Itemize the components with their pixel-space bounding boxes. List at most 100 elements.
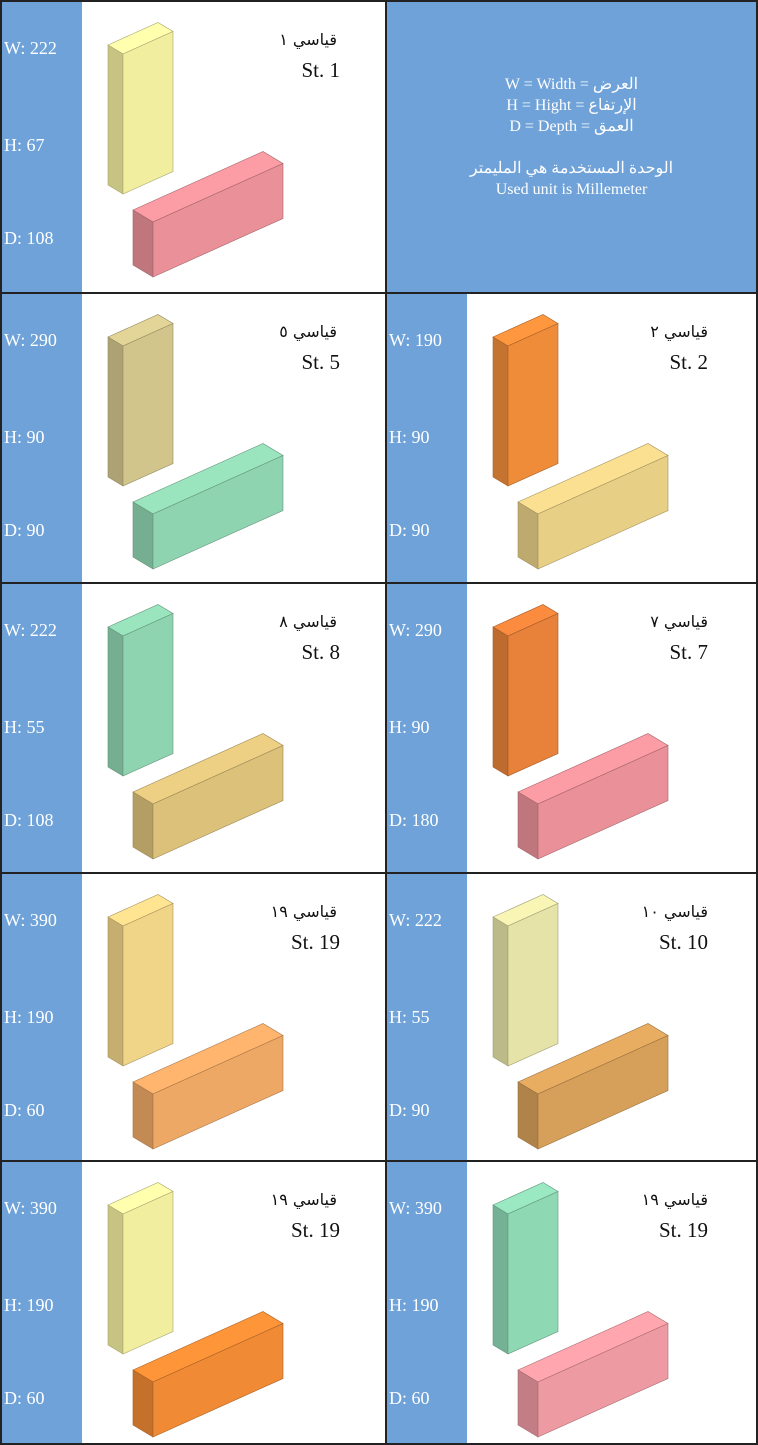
unit-note-english: Used unit is Millemeter (495, 181, 648, 198)
standard-name-english: St. 7 (669, 640, 708, 664)
standard-name-english: St. 2 (669, 350, 708, 374)
brick-illustration (107, 314, 284, 570)
upright-brick (107, 314, 174, 487)
depth-value: D: 90 (389, 520, 430, 540)
front-face (507, 1191, 559, 1355)
unit-note-arabic: الوحدة المستخدمة هي المليمتر (469, 160, 674, 177)
front-face (152, 745, 284, 860)
width-value: W: 290 (389, 620, 442, 640)
side-face (107, 336, 124, 487)
height-value: H: 90 (389, 427, 430, 447)
side-face (492, 336, 509, 487)
brick-illustration (107, 1182, 284, 1438)
front-face (122, 903, 174, 1067)
standard-name-english: St. 19 (658, 1218, 708, 1242)
flat-brick (517, 1311, 669, 1438)
side-face (107, 626, 124, 777)
dimension-strip: W: 390 H: 190 D: 60 (385, 1160, 467, 1445)
depth-value: D: 60 (389, 1388, 430, 1408)
upright-brick (107, 604, 174, 777)
standard-name-english: St. 19 (290, 930, 340, 954)
standard-name-arabic: قياسي ٢ (650, 322, 708, 341)
side-face (107, 44, 124, 195)
width-value: W: 222 (4, 38, 57, 58)
height-value: H: 90 (389, 717, 430, 737)
standard-name-arabic: قياسي ١٩ (641, 1190, 708, 1209)
grid-line (756, 0, 758, 1445)
legend-spacer (385, 137, 758, 158)
brick-illustration (107, 604, 284, 860)
front-face (122, 1191, 174, 1355)
brick-card: W: 190 H: 90 D: 90 قياسي ٢ St. 2 (385, 292, 758, 582)
standard-name-arabic: قياسي ٥ (279, 322, 337, 341)
upright-brick (107, 22, 174, 195)
side-face (517, 501, 539, 570)
upright-brick (492, 314, 559, 487)
side-face (517, 791, 539, 860)
brick-card: W: 390 H: 190 D: 60 قياسي ١٩ St. 19 (385, 1160, 758, 1445)
front-face (152, 455, 284, 570)
brick-card: W: 222 H: 67 D: 108 قياسي ١ St. 1 (0, 0, 385, 292)
width-value: W: 390 (4, 1198, 57, 1218)
grid-line (0, 0, 2, 1445)
side-face (132, 1369, 154, 1438)
side-face (517, 1369, 539, 1438)
grid-line (385, 0, 387, 1445)
brick-illustration (107, 894, 284, 1150)
front-face (122, 323, 174, 487)
grid-line (0, 1160, 758, 1162)
upright-brick (492, 604, 559, 777)
brick-card: W: 222 H: 55 D: 90 قياسي ١٠ St. 10 (385, 872, 758, 1160)
front-face (507, 903, 559, 1067)
front-face (537, 455, 669, 570)
height-value: H: 190 (4, 1295, 54, 1315)
side-face (492, 626, 509, 777)
standard-name-arabic: قياسي ٧ (650, 612, 708, 631)
side-face (492, 916, 509, 1067)
height-value: H: 190 (4, 1007, 54, 1027)
standard-name-english: St. 19 (290, 1218, 340, 1242)
legend-panel: W = Width = العرض H = Hight = الإرتفاع D =… (385, 0, 758, 292)
standard-name-arabic: قياسي ١٠ (641, 902, 708, 921)
flat-brick (517, 1023, 669, 1150)
brick-card: W: 290 H: 90 D: 90 قياسي ٥ St. 5 (0, 292, 385, 582)
depth-value: D: 60 (4, 1388, 45, 1408)
dimension-strip: W: 222 H: 55 D: 90 (385, 872, 467, 1160)
brick-card: W: 390 H: 190 D: 60 قياسي ١٩ St. 19 (0, 1160, 385, 1445)
front-face (152, 163, 284, 278)
brick-illustration (492, 894, 669, 1150)
flat-brick (132, 1311, 284, 1438)
grid-line (0, 1443, 758, 1445)
width-value: W: 222 (389, 910, 442, 930)
upright-brick (492, 894, 559, 1067)
brick-illustration (492, 1182, 669, 1438)
front-face (537, 745, 669, 860)
dimension-strip: W: 222 H: 67 D: 108 (0, 0, 82, 292)
depth-value: D: 108 (4, 810, 54, 830)
front-face (122, 613, 174, 777)
front-face (537, 1035, 669, 1150)
standard-name-arabic: قياسي ٨ (279, 612, 337, 631)
standard-name-english: St. 5 (301, 350, 340, 374)
dimension-strip: W: 390 H: 190 D: 60 (0, 872, 82, 1160)
width-value: W: 390 (389, 1198, 442, 1218)
standard-name-arabic: قياسي ١ (279, 30, 337, 49)
depth-value: D: 90 (4, 520, 45, 540)
front-face (537, 1323, 669, 1438)
standard-name-english: St. 10 (658, 930, 708, 954)
dimension-strip: W: 190 H: 90 D: 90 (385, 292, 467, 582)
width-value: W: 390 (4, 910, 57, 930)
dimension-strip: W: 222 H: 55 D: 108 (0, 582, 82, 872)
flat-brick (132, 733, 284, 860)
dimension-strip: W: 290 H: 90 D: 90 (0, 292, 82, 582)
legend-line: D = Depth = العمق (509, 118, 634, 135)
upright-brick (107, 894, 174, 1067)
brick-card: W: 222 H: 55 D: 108 قياسي ٨ St. 8 (0, 582, 385, 872)
front-face (507, 613, 559, 777)
side-face (107, 916, 124, 1067)
grid-line (0, 872, 758, 874)
front-face (152, 1035, 284, 1150)
standard-name-english: St. 1 (301, 58, 340, 82)
flat-brick (132, 443, 284, 570)
